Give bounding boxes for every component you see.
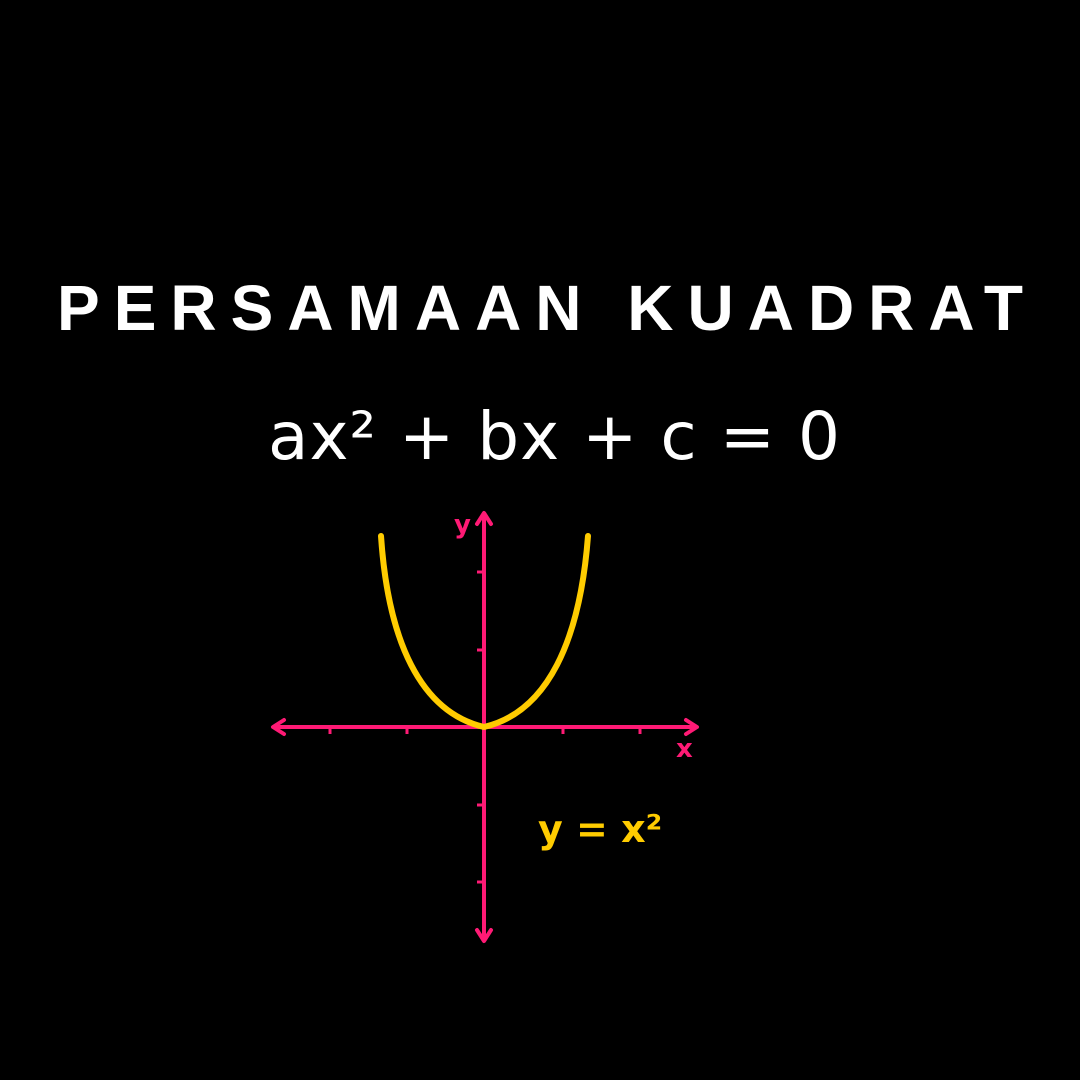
x-axis-label: x [676, 734, 693, 764]
curve-equation-label: y = x² [538, 807, 662, 851]
page-title: PERSAMAAN KUADRAT [57, 272, 1037, 344]
x-axis-right-arrow-icon [684, 718, 699, 736]
y-axis-bottom-arrow-icon [475, 928, 493, 943]
y-axis-top-arrow-icon [475, 511, 493, 526]
y-axis-label: y [454, 510, 471, 540]
parabola-curve [378, 533, 591, 731]
x-axis-left-arrow-icon [271, 718, 286, 736]
